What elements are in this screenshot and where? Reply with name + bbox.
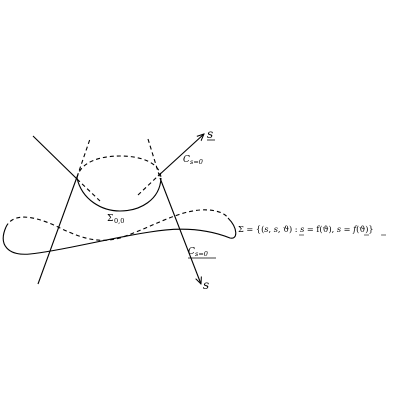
formula-comma1: ,	[268, 224, 273, 234]
axis-s-lower-left-segment	[37, 176, 78, 285]
label-cone-top-sub: s=0	[190, 158, 203, 166]
sigma-curve-back	[5, 209, 229, 241]
formula-s2: s	[274, 224, 278, 234]
formula-s3: s	[300, 224, 304, 234]
formula: Σ = {(s, s, ϑ) : s = f(ϑ), s = f(ϑ)}	[238, 224, 386, 236]
cone-ellipse-front	[76, 177, 162, 212]
formula-comma2: , ϑ) :	[278, 224, 300, 234]
axis-s-under-arrow	[157, 134, 204, 177]
formula-tail: (ϑ)}	[356, 224, 373, 234]
axis-s-arrow	[159, 177, 201, 284]
axis-s-under-hidden-segment	[76, 178, 101, 202]
label-sigma00: Σ 0,0	[107, 214, 124, 225]
label-cone-bottom-main: C	[188, 247, 195, 257]
formula-lhs: Σ = {(	[238, 224, 264, 234]
formula-s4: s	[337, 224, 341, 234]
label-sigma00-sub: 0,0	[114, 217, 124, 225]
label-cone-top: C s=0	[183, 155, 203, 166]
formula-s1: s	[264, 224, 268, 234]
label-s: s	[203, 278, 209, 292]
label-s-underlined: s	[207, 127, 213, 141]
label-sigma00-main: Σ	[107, 214, 113, 224]
axis-s-upper-right-dashed	[147, 138, 161, 179]
formula-eq2: =	[341, 224, 353, 234]
formula-text: Σ = {(s, s, ϑ) : s = f(ϑ), s = f(ϑ)}	[238, 224, 374, 234]
label-cone-top-main: C	[183, 155, 190, 165]
label-cone-bottom-sub: s=0	[195, 250, 208, 258]
cone-ellipse-back	[76, 155, 162, 179]
label-cone-bottom: C s=0	[188, 247, 216, 259]
axis-s-upper-left-dashed	[76, 138, 91, 178]
formula-f2: f	[352, 224, 358, 234]
sigma-curve-front	[2, 217, 237, 255]
axis-s-under-hidden-segment-right	[137, 175, 159, 196]
axis-s-under-upper-left-segment	[32, 135, 78, 180]
formula-eq1: = f(ϑ),	[304, 224, 337, 234]
